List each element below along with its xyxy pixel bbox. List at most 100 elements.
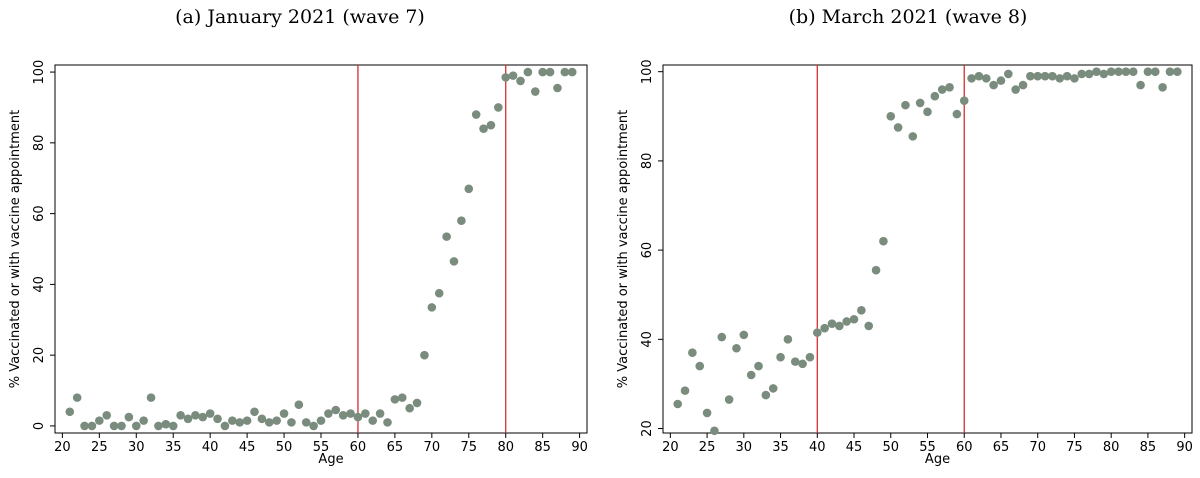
panel-b-data-point [1150, 67, 1160, 76]
panel-a-data-point [553, 83, 562, 93]
panel-b-x-axis-title: Age [925, 452, 950, 467]
panel-b-data-point [1084, 69, 1094, 79]
panel-b-data-point [930, 91, 940, 101]
panel-a-data-point [183, 414, 193, 424]
panel-a-data-point [220, 421, 230, 431]
panel-a-data-point [124, 412, 134, 422]
panel-a-data-point [434, 288, 444, 298]
panel-b-x-tick-label: 40 [809, 440, 826, 455]
panel-a-x-tick-label: 30 [128, 440, 145, 455]
panel-a-data-point [375, 409, 385, 418]
panel-a-data-point [301, 418, 311, 427]
panel-b-data-point [959, 96, 969, 105]
panel-b-data-point [996, 76, 1006, 85]
panel-a-data-point [257, 414, 267, 424]
panel-a-data-point [198, 412, 208, 422]
panel-b-data-point [1158, 83, 1167, 92]
panel-a-data-point [324, 409, 333, 418]
panel-a-data-point [516, 76, 525, 86]
panel-b-data-point [746, 370, 756, 380]
panel-a-data-point [309, 421, 318, 431]
panel-b-data-point [908, 132, 918, 141]
panel-b-data-point [886, 111, 896, 121]
panel-b-data-point [805, 352, 815, 362]
panel-b-data-point [842, 317, 851, 326]
panel-a-y-tick-label: 20 [32, 347, 47, 364]
panel-a-data-point [65, 407, 75, 417]
panel-a-data-point [146, 393, 156, 402]
panel-b-data-point [1106, 67, 1116, 76]
panel-b-y-tick-label: 60 [640, 242, 655, 259]
panel-b-data-point [1004, 69, 1013, 79]
panel-a-data-point [279, 409, 289, 418]
panel-a-data-point [420, 350, 429, 360]
panel-a-data-point [205, 409, 215, 418]
panel-a-data-point [427, 303, 437, 312]
panel-a-x-tick-label: 60 [350, 440, 367, 455]
panel-b-data-point [732, 343, 741, 353]
panel-a-x-axis-title: Age [318, 452, 343, 467]
panel-b-data-point [937, 85, 947, 94]
panel-b-data-point [754, 361, 763, 371]
panel-b-y-tick-label: 80 [640, 153, 655, 170]
panel-a-data-point [538, 67, 547, 77]
panel-a-plot-frame [54, 64, 588, 434]
panel-a-data-point [545, 67, 555, 77]
panel-a-data-point [168, 421, 178, 431]
panel-b-data-point [857, 306, 866, 315]
panel-b-x-tick-label: 45 [846, 440, 863, 455]
panel-b-data-point [761, 390, 771, 400]
panel-a-x-tick-label: 80 [497, 440, 514, 455]
panel-b-y-tick-label: 40 [640, 331, 655, 348]
panel-a-x-tick-label: 25 [91, 440, 108, 455]
panel-a-data-point [117, 421, 126, 431]
panel-b-x-tick-label: 30 [736, 440, 753, 455]
panel-a-title: (a) January 2021 (wave 7) [175, 6, 425, 28]
panel-a-data-point [242, 416, 252, 425]
panel-a-data-point [560, 67, 570, 77]
panel-b-data-point [849, 314, 859, 324]
panel-a-data-point [213, 414, 222, 424]
panel-b-data-point [783, 335, 793, 344]
panel-a-data-point [494, 103, 503, 112]
panel-b-x-tick-label: 85 [1140, 440, 1157, 455]
panel-a-x-tick-label: 55 [313, 440, 330, 455]
panel-a-data-point [72, 393, 82, 402]
panel-b-x-tick-label: 90 [1176, 440, 1193, 455]
panel-b-data-point [739, 330, 749, 340]
panel-a-x-tick-label: 40 [202, 440, 219, 455]
panel-b-data-point [1128, 67, 1138, 76]
panel-a-y-tick-label: 100 [32, 60, 47, 85]
panel-a-data-point [412, 398, 422, 408]
panel-a-data-point [95, 416, 104, 425]
panel-a-data-point [338, 411, 348, 420]
panel-b-data-point [893, 123, 903, 132]
panel-a-x-tick-label: 70 [424, 440, 441, 455]
panel-a-data-point [316, 416, 326, 425]
panel-b-data-point [1114, 67, 1123, 76]
panel-a-data-point [191, 411, 200, 420]
panel-a-data-point [353, 412, 363, 422]
panel-a-data-point [449, 257, 459, 266]
panel-b-data-point [901, 100, 910, 110]
panel-a-data-point [397, 393, 407, 402]
panel-b-data-point [798, 359, 807, 369]
panel-a-y-tick-label: 60 [32, 205, 47, 222]
panel-b-data-point [1026, 71, 1035, 81]
panel-b-data-point [915, 98, 925, 108]
panel-a-x-tick-label: 75 [461, 440, 478, 455]
panel-b-data-point [724, 395, 734, 404]
panel-b-data-point [820, 323, 829, 333]
panel-b-data-point [974, 71, 984, 81]
panel-b-x-tick-label: 20 [662, 440, 679, 455]
panel-b-data-point [989, 80, 998, 90]
panel-b-x-tick-label: 80 [1103, 440, 1120, 455]
panel-b-plot-frame [662, 64, 1193, 434]
panel-a-data-point [87, 421, 97, 431]
panel-b-x-tick-label: 55 [919, 440, 936, 455]
panel-b-data-point [1018, 80, 1028, 90]
panel-b-x-tick-label: 75 [1066, 440, 1083, 455]
panel-a-data-point [139, 416, 148, 425]
panel-a-data-point [161, 419, 171, 429]
